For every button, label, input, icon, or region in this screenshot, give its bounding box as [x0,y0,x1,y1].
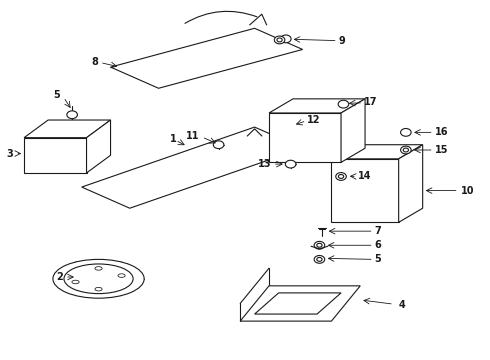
Circle shape [339,175,343,179]
Polygon shape [24,138,87,173]
Circle shape [314,256,325,263]
Circle shape [401,129,411,136]
Text: 8: 8 [92,57,98,67]
Polygon shape [269,113,341,162]
Text: 4: 4 [399,300,405,310]
Circle shape [338,100,349,108]
Text: 2: 2 [56,272,63,282]
Circle shape [317,257,322,261]
Circle shape [403,148,409,152]
Polygon shape [87,120,111,173]
Circle shape [317,243,322,247]
Text: 13: 13 [258,159,271,169]
Ellipse shape [64,264,133,294]
Circle shape [213,141,224,149]
Circle shape [277,38,282,42]
Polygon shape [24,120,111,138]
Text: 1: 1 [170,134,176,144]
Circle shape [67,111,77,118]
Text: 9: 9 [339,36,345,46]
Polygon shape [111,28,303,88]
Text: 17: 17 [364,98,378,107]
Text: 7: 7 [375,226,381,236]
Circle shape [336,172,346,180]
Circle shape [285,160,296,168]
Circle shape [314,242,325,249]
Text: 10: 10 [461,186,475,195]
Text: 16: 16 [435,127,448,138]
Polygon shape [240,286,360,321]
Text: 5: 5 [53,90,60,100]
Text: 12: 12 [307,115,321,125]
Text: 11: 11 [186,131,199,141]
Ellipse shape [53,259,144,298]
Polygon shape [341,99,365,162]
Circle shape [401,146,411,154]
Polygon shape [255,293,341,314]
Polygon shape [331,145,423,159]
Text: 14: 14 [358,171,371,181]
Text: 3: 3 [6,149,13,158]
Circle shape [281,35,291,43]
Text: 15: 15 [435,145,448,155]
Polygon shape [331,159,399,222]
Text: 5: 5 [375,255,381,264]
Text: 6: 6 [375,240,381,250]
Polygon shape [399,145,423,222]
Polygon shape [82,127,303,208]
Polygon shape [269,99,365,113]
Circle shape [274,36,285,44]
